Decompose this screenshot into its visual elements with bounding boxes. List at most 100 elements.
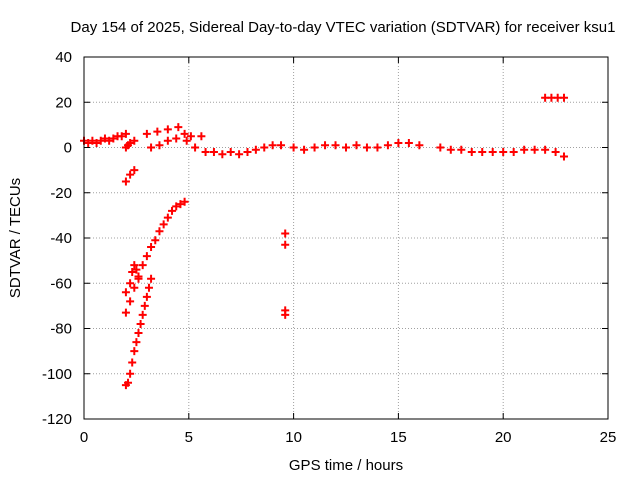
data-point [159,220,168,229]
x-tick-label: 10 [285,429,302,446]
x-axis-label: GPS time / hours [289,457,403,474]
data-point [144,283,153,292]
data-point [281,229,290,238]
data-point [281,240,290,249]
data-point [105,136,114,145]
y-tick-label: -80 [50,321,72,338]
data-point [457,145,466,154]
data-point [209,148,218,157]
data-point [172,202,181,211]
data-point [163,213,172,222]
data-point [126,369,135,378]
data-point [201,148,210,157]
data-point [559,152,568,161]
chart-title: Day 154 of 2025, Sidereal Day-to-day VTE… [71,19,616,36]
data-point [186,132,195,141]
tick-marks [83,56,609,420]
data-point [310,143,319,152]
y-tick-label: 20 [55,94,72,111]
grid-lines [84,57,608,419]
data-point [132,265,141,274]
data-point [300,145,309,154]
data-point [174,123,183,132]
data-point [176,200,185,209]
data-point [96,136,105,145]
data-point [277,141,286,150]
y-tick-label: 0 [64,140,72,157]
data-point [383,141,392,150]
data-point [88,136,97,145]
data-point [180,197,189,206]
data-point [130,136,139,145]
data-point [126,297,135,306]
data-point [138,261,147,270]
y-tick-label: -60 [50,275,72,292]
data-point [394,138,403,147]
data-point [436,143,445,152]
data-point [142,129,151,138]
data-point [243,148,252,157]
data-point [121,129,130,138]
data-point [109,134,118,143]
data-point [488,148,497,157]
data-point [551,148,560,157]
data-point [373,143,382,152]
data-point [541,145,550,154]
data-point [182,136,191,145]
data-point [147,143,156,152]
data-point [191,143,200,152]
x-tick-labels: 0 5 10 15 20 25 [80,429,617,446]
data-point [268,141,277,150]
data-point [415,141,424,150]
data-point [251,145,260,154]
data-point [121,177,130,186]
series-main-band [80,93,568,161]
data-point [172,134,181,143]
data-point [126,138,135,147]
data-point [260,143,269,152]
data-point [142,292,151,301]
data-point [138,310,147,319]
data-point [92,138,101,147]
data-point [151,236,160,245]
data-point [446,145,455,154]
y-tick-label: -20 [50,185,72,202]
data-point [509,148,518,157]
data-point [147,243,156,252]
data-point [130,283,139,292]
data-point [100,134,109,143]
data-point [140,301,149,310]
data-point [121,288,130,297]
data-point [130,261,139,270]
data-point [520,145,529,154]
data-point [142,252,151,261]
data-points [80,93,568,390]
y-axis-label: SDTVAR / TECUs [7,178,24,298]
data-point [121,308,130,317]
data-point [163,136,172,145]
data-point [117,132,126,141]
data-point [362,143,371,152]
data-point [467,148,476,157]
data-point [134,274,143,283]
data-point [124,378,133,387]
data-point [126,170,135,179]
data-point [134,329,143,338]
series-descending-track-2 [121,274,156,390]
series-descending-track-1 [121,166,189,317]
y-tick-label: 40 [55,49,72,66]
y-tick-labels: -120 -100 -80 -60 -40 -20 0 20 40 [42,49,72,428]
data-point [226,148,235,157]
data-point [180,129,189,138]
data-point [197,132,206,141]
data-point [155,227,164,236]
data-point [163,125,172,134]
data-point [499,148,508,157]
data-point [153,127,162,136]
data-point [84,138,93,147]
data-point [136,319,145,328]
data-point [130,347,139,356]
data-point [126,279,135,288]
x-tick-label: 20 [495,429,512,446]
